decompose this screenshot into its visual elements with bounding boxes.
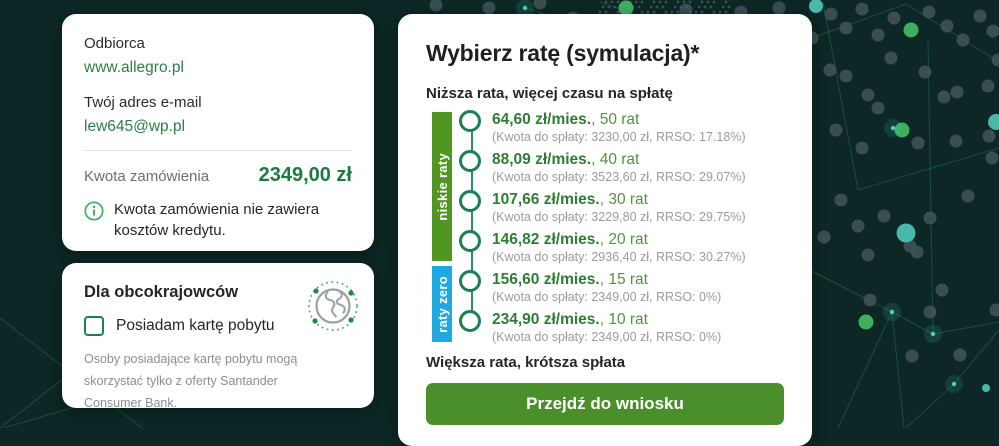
- installment-details: (Kwota do spłaty: 2936,40 zł, RRSO: 30.2…: [492, 249, 784, 265]
- installment-radio[interactable]: [459, 150, 481, 172]
- installment-radio[interactable]: [459, 230, 481, 252]
- simulation-title: Wybierz ratę (symulacja)*: [426, 38, 784, 68]
- installment-details: (Kwota do spłaty: 3523,60 zł, RRSO: 29.0…: [492, 169, 784, 185]
- installment-simulation-card: Wybierz ratę (symulacja)* Niższa rata, w…: [398, 14, 812, 446]
- installment-timeline: niskie raty raty zero 64,60 zł/mies., 50…: [426, 110, 784, 350]
- installment-details: (Kwota do spłaty: 2349,00 zł, RRSO: 0%): [492, 329, 784, 345]
- installment-details: (Kwota do spłaty: 3229,80 zł, RRSO: 29.7…: [492, 209, 784, 225]
- installment-option[interactable]: 88,09 zł/mies., 40 rat(Kwota do spłaty: …: [426, 150, 784, 190]
- email-value[interactable]: lew645@wp.pl: [84, 118, 185, 136]
- divider: [84, 150, 352, 151]
- residence-card-checkbox[interactable]: [84, 316, 104, 336]
- installment-radio[interactable]: [459, 310, 481, 332]
- installment-radio[interactable]: [459, 190, 481, 212]
- foreigners-card: Dla obcokrajowców Posiadam kartę pobytu …: [62, 263, 374, 408]
- installment-monthly-line: 156,60 zł/mies., 15 rat: [492, 270, 784, 289]
- installment-monthly-line: 88,09 zł/mies., 40 rat: [492, 150, 784, 169]
- order-amount-label: Kwota zamówienia: [84, 168, 209, 185]
- foreigners-note: Osoby posiadające kartę pobytu mogą skor…: [84, 349, 334, 415]
- globe-icon: [307, 280, 359, 332]
- installment-option[interactable]: 234,90 zł/mies., 10 rat(Kwota do spłaty:…: [426, 310, 784, 350]
- installment-options-list: 64,60 zł/mies., 50 rat(Kwota do spłaty: …: [426, 110, 784, 350]
- installment-option[interactable]: 64,60 zł/mies., 50 rat(Kwota do spłaty: …: [426, 110, 784, 150]
- recipient-link[interactable]: www.allegro.pl: [84, 59, 184, 77]
- installment-option[interactable]: 156,60 zł/mies., 15 rat(Kwota do spłaty:…: [426, 270, 784, 310]
- installment-radio[interactable]: [459, 110, 481, 132]
- installment-details: (Kwota do spłaty: 2349,00 zł, RRSO: 0%): [492, 289, 784, 305]
- go-to-application-button[interactable]: Przejdź do wniosku: [426, 383, 784, 425]
- order-summary-card: Odbiorca www.allegro.pl Twój adres e-mai…: [62, 14, 374, 251]
- installment-monthly-line: 146,82 zł/mies., 20 rat: [492, 230, 784, 249]
- residence-card-checkbox-label[interactable]: Posiadam kartę pobytu: [116, 317, 275, 335]
- recipient-label: Odbiorca: [84, 35, 352, 52]
- installment-details: (Kwota do spłaty: 3230,00 zł, RRSO: 17.1…: [492, 129, 784, 145]
- installment-option[interactable]: 146,82 zł/mies., 20 rat(Kwota do spłaty:…: [426, 230, 784, 270]
- order-amount-note: Kwota zamówienia nie zawiera kosztów kre…: [114, 200, 352, 241]
- lower-rate-hint: Niższa rata, więcej czasu na spłatę: [426, 85, 784, 102]
- installment-option[interactable]: 107,66 zł/mies., 30 rat(Kwota do spłaty:…: [426, 190, 784, 230]
- order-amount-value: 2349,00 zł: [259, 164, 352, 187]
- installment-radio[interactable]: [459, 270, 481, 292]
- info-icon: [84, 201, 104, 221]
- email-label: Twój adres e-mail: [84, 94, 352, 111]
- installment-monthly-line: 234,90 zł/mies., 10 rat: [492, 310, 784, 329]
- installment-monthly-line: 107,66 zł/mies., 30 rat: [492, 190, 784, 209]
- installment-monthly-line: 64,60 zł/mies., 50 rat: [492, 110, 784, 129]
- higher-rate-hint: Większa rata, krótsza spłata: [426, 354, 784, 371]
